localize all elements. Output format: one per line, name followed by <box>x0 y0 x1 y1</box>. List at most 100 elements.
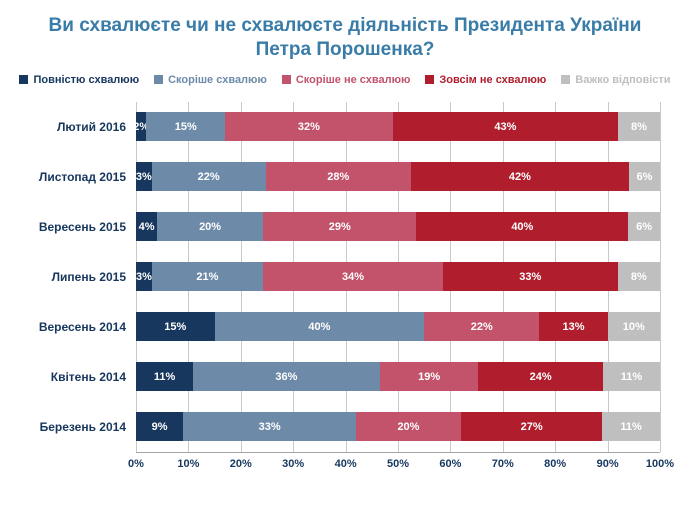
bar-row: Вересень 2014 15% 40% 22% 13% 10% <box>39 302 660 352</box>
x-axis: 0% 10% 20% 30% 40% 50% 60% 70% 80% 90% 100% <box>128 457 674 478</box>
stacked-bar: 15% 40% 22% 13% 10% <box>136 312 660 341</box>
segment-value-label: 27% <box>520 420 543 433</box>
segment-value-label: 15% <box>174 120 197 133</box>
category-label: Вересень 2015 <box>38 219 126 234</box>
bar-segment: 24% <box>478 362 603 391</box>
segment-value-label: 20% <box>199 220 222 233</box>
x-axis-tick-label: 20% <box>229 457 252 470</box>
segment-value-label: 24% <box>529 370 552 383</box>
x-axis-tick-label: 10% <box>177 457 200 470</box>
bar-segment: 21% <box>151 262 264 291</box>
legend-label: Повністю схвалюю <box>33 73 140 86</box>
x-axis-tick-label: 50% <box>386 457 410 470</box>
bar-segment: 32% <box>225 112 393 141</box>
x-axis-tick-label: 100% <box>645 457 675 470</box>
legend-label: Скоріше не схвалюю <box>295 73 411 86</box>
legend-label: Скоріше схвалюю <box>168 73 267 86</box>
bar-segment: 6% <box>628 212 660 241</box>
chart-legend: Повністю схвалюю Скоріше схвалюю Скоріше н… <box>16 74 674 86</box>
category-label: Листопад 2015 <box>38 169 126 184</box>
segment-value-label: 34% <box>341 270 364 283</box>
x-axis-tick-label: 0% <box>128 457 144 470</box>
segment-value-label: 33% <box>258 420 281 433</box>
legend-swatch <box>281 75 291 84</box>
bar-segment: 15% <box>146 112 226 141</box>
bar-row: Липень 2015 3% 21% 34% 33% 8% <box>52 252 660 302</box>
legend-swatch <box>19 75 29 84</box>
category-label: Вересень 2014 <box>38 319 126 334</box>
segment-value-label: 28% <box>327 170 350 183</box>
bar-segment: 42% <box>410 162 629 191</box>
bar-segment: 11% <box>136 362 194 391</box>
bar-segment: 3% <box>136 262 152 291</box>
bar-segment: 22% <box>151 162 266 191</box>
bar-segment: 40% <box>214 312 425 341</box>
segment-value-label: 40% <box>308 320 331 333</box>
bar-segment: 34% <box>263 262 443 291</box>
segment-value-label: 29% <box>328 220 351 233</box>
bar-segment: 11% <box>602 362 660 391</box>
segment-value-label: 9% <box>151 420 168 433</box>
stacked-bar: 4% 20% 29% 40% 6% <box>136 212 660 241</box>
x-axis-tick-label: 30% <box>282 457 305 470</box>
bar-segment: 40% <box>416 212 629 241</box>
segment-value-label: 4% <box>138 220 155 233</box>
bar-segment: 20% <box>356 412 461 441</box>
bar-segment: 22% <box>424 312 540 341</box>
legend-label: Зовсім не схвалюю <box>439 73 547 86</box>
bar-segment: 33% <box>442 262 618 291</box>
segment-value-label: 22% <box>470 320 493 333</box>
bar-segment: 33% <box>183 412 357 441</box>
segment-value-label: 32% <box>297 120 320 133</box>
stacked-bar: 11% 36% 19% 24% 11% <box>136 362 660 391</box>
bar-row: Березень 2014 9% 33% 20% 27% 11% <box>40 402 660 452</box>
segment-value-label: 10% <box>622 320 645 333</box>
bar-segment: 9% <box>136 412 184 441</box>
segment-value-label: 21% <box>196 270 219 283</box>
segment-value-label: 20% <box>397 420 420 433</box>
bar-segment: 20% <box>157 212 263 241</box>
segment-value-label: 22% <box>197 170 220 183</box>
bar-segment: 8% <box>618 112 660 141</box>
gridline <box>660 101 661 452</box>
segment-value-label: 42% <box>508 170 531 183</box>
segment-value-label: 11% <box>620 370 643 383</box>
bar-segment: 11% <box>602 412 660 441</box>
segment-value-label: 2% <box>133 120 150 133</box>
bar-segment: 4% <box>136 212 158 241</box>
bar-segment: 13% <box>539 312 608 341</box>
bar-segment: 8% <box>617 262 660 291</box>
bar-segment: 36% <box>193 362 380 391</box>
bar-segment: 3% <box>136 162 152 191</box>
segment-value-label: 3% <box>135 270 152 283</box>
segment-value-label: 15% <box>164 320 187 333</box>
bar-row: Лютий 2016 2% 15% 32% 43% 8% <box>57 102 660 152</box>
plot-area: Лютий 2016 2% 15% 32% 43% 8% Листопад 2015 3% 22… <box>39 101 661 453</box>
stacked-bar: 3% 22% 28% 42% 6% <box>136 162 660 191</box>
bar-segment: 27% <box>460 412 603 441</box>
bar-row: Вересень 2015 4% 20% 29% 40% 6% <box>39 202 660 252</box>
segment-value-label: 8% <box>631 120 647 133</box>
segment-value-label: 3% <box>135 170 152 183</box>
stacked-bar: 2% 15% 32% 43% 8% <box>133 112 660 141</box>
legend-swatch <box>561 75 571 84</box>
segment-value-label: 33% <box>519 270 542 283</box>
segment-value-label: 11% <box>153 370 176 383</box>
bar-rows: Лютий 2016 2% 15% 32% 43% 8% Листопад 2015 3% 22… <box>39 102 660 452</box>
segment-value-label: 11% <box>620 420 642 433</box>
segment-value-label: 36% <box>275 370 298 383</box>
stacked-bar: 9% 33% 20% 27% 11% <box>136 412 660 441</box>
x-axis-tick-label: 80% <box>544 457 567 470</box>
stacked-bar-chart: Лютий 2016 2% 15% 32% 43% 8% Листопад 2015 3% 22… <box>39 101 674 478</box>
bar-segment: 2% <box>133 112 150 141</box>
bar-segment: 15% <box>136 312 215 341</box>
legend-item: Зовсім не схвалюю <box>425 74 546 86</box>
legend-label: Важко відповісти <box>575 73 671 86</box>
bar-segment: 43% <box>392 112 619 141</box>
x-axis-tick-label: 90% <box>596 457 619 470</box>
segment-value-label: 19% <box>418 370 441 383</box>
category-label: Липень 2015 <box>51 269 126 284</box>
legend-item: Важко відповісти <box>561 73 671 86</box>
bar-row: Листопад 2015 3% 22% 28% 42% 6% <box>39 152 660 202</box>
